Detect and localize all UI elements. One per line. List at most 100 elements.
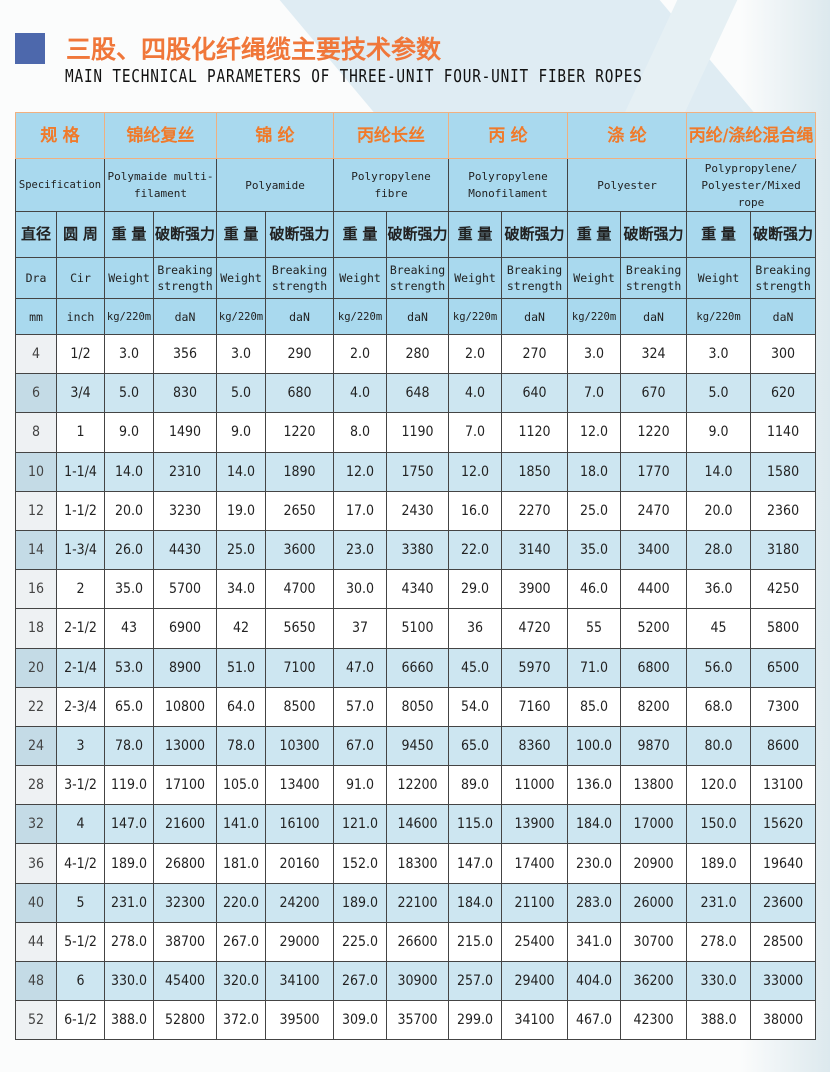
breaking-strength-cell: 32300 — [153, 882, 218, 923]
breaking-strength-cell: 1890 — [265, 451, 335, 492]
weight-cell: 35.0 — [104, 569, 155, 610]
weight-cell: 17.0 — [333, 490, 388, 531]
weight-cell: 372.0 — [216, 1000, 267, 1041]
weight-unit: kg/220m — [567, 298, 622, 335]
breaking-strength-cell: 14600 — [386, 804, 450, 845]
diameter-cell: 32 — [15, 804, 57, 845]
breaking-strength-cell: 8500 — [265, 686, 335, 727]
weight-cell: 189.0 — [333, 882, 388, 923]
breaking-strength-cell: 2650 — [265, 490, 335, 531]
spec-header-cn: 规 格 — [14, 112, 106, 159]
weight-cell: 231.0 — [104, 882, 155, 923]
table-row: 22 2-3/4 65.0 10800 64.0 8500 57.0 8050 54.0 7160… — [15, 686, 817, 727]
breaking-strength-cell: 8600 — [750, 725, 817, 767]
breaking-strength-cell: 34100 — [501, 1000, 569, 1041]
weight-cell: 189.0 — [104, 843, 155, 884]
weight-cell: 36.0 — [686, 569, 752, 610]
weight-cell: 30.0 — [333, 569, 388, 610]
breaking-strength-cell: 17000 — [620, 804, 688, 845]
weight-cell: 14.0 — [216, 451, 267, 492]
diameter-cell: 24 — [15, 725, 57, 767]
diameter-cell: 8 — [15, 412, 57, 453]
weight-header-en: Weight — [567, 257, 622, 299]
breaking-strength-cell: 22100 — [386, 882, 450, 923]
breaking-strength-cell: 270 — [501, 333, 569, 375]
breaking-strength-cell: 6660 — [386, 647, 450, 688]
breaking-strength-cell: 19640 — [750, 843, 817, 884]
weight-cell: 7.0 — [567, 373, 622, 414]
page-title-english: MAIN TECHNICAL PARAMETERS OF THREE-UNIT … — [65, 66, 643, 87]
breaking-strength-unit: daN — [501, 298, 569, 335]
diameter-cell: 40 — [15, 882, 57, 923]
weight-cell: 152.0 — [333, 843, 388, 884]
weight-cell: 278.0 — [686, 921, 752, 963]
weight-cell: 47.0 — [333, 647, 388, 688]
table-row: 48 6 330.0 45400 320.0 34100 267.0 30900 257.0 29… — [15, 960, 817, 1002]
breaking-strength-cell: 17400 — [501, 843, 569, 884]
breaking-strength-cell: 13100 — [750, 765, 817, 806]
breaking-strength-cell: 9450 — [386, 725, 450, 767]
weight-cell: 120.0 — [686, 765, 752, 806]
weight-cell: 65.0 — [104, 686, 155, 727]
breaking-strength-cell: 38700 — [153, 921, 218, 963]
weight-header-en: Weight — [686, 257, 752, 299]
breaking-strength-cell: 4340 — [386, 569, 450, 610]
breaking-strength-unit: daN — [750, 298, 817, 335]
circumference-cell: 1-1/4 — [55, 451, 106, 492]
weight-header-cn: 重 量 — [216, 211, 267, 258]
weight-cell: 65.0 — [448, 725, 503, 767]
diameter-header-cn: 直径 — [15, 211, 57, 258]
weight-cell: 147.0 — [448, 843, 503, 884]
material-header-cn: 丙 纶 — [448, 112, 569, 159]
breaking-strength-cell: 23600 — [750, 882, 817, 923]
weight-cell: 320.0 — [216, 960, 267, 1002]
diameter-cell: 18 — [15, 608, 57, 649]
weight-cell: 55 — [567, 608, 622, 649]
circumference-cell: 2-1/4 — [55, 647, 106, 688]
weight-cell: 230.0 — [567, 843, 622, 884]
weight-cell: 14.0 — [686, 451, 752, 492]
diameter-header-en: Dra — [15, 257, 57, 299]
weight-cell: 19.0 — [216, 490, 267, 531]
breaking-strength-cell: 4430 — [153, 529, 218, 571]
weight-cell: 78.0 — [104, 725, 155, 767]
breaking-strength-cell: 1120 — [501, 412, 569, 453]
diameter-cell: 14 — [15, 529, 57, 571]
rope-parameters-table: 规 格 锦纶复丝锦 纶丙纶长丝丙 纶涤 纶丙纶/涤纶混合绳 Specificat… — [14, 112, 817, 1041]
table-row: 52 6-1/2 388.0 52800 372.0 39500 309.0 35700 299… — [15, 1000, 817, 1041]
weight-header-cn: 重 量 — [104, 211, 155, 258]
breaking-strength-cell: 13400 — [265, 765, 335, 806]
breaking-strength-cell: 2430 — [386, 490, 450, 531]
breaking-strength-cell: 5650 — [265, 608, 335, 649]
weight-unit: kg/220m — [104, 298, 155, 335]
weight-cell: 29.0 — [448, 569, 503, 610]
breaking-strength-cell: 24200 — [265, 882, 335, 923]
breaking-strength-header-en: Breaking strength — [620, 257, 688, 299]
weight-cell: 184.0 — [448, 882, 503, 923]
breaking-strength-cell: 3230 — [153, 490, 218, 531]
diameter-cell: 12 — [15, 490, 57, 531]
circumference-cell: 3 — [55, 725, 106, 767]
breaking-strength-header-cn: 破断强力 — [386, 211, 450, 258]
weight-cell: 8.0 — [333, 412, 388, 453]
breaking-strength-cell: 5800 — [750, 608, 817, 649]
title-marker-square — [15, 33, 45, 64]
weight-cell: 43 — [104, 608, 155, 649]
breaking-strength-cell: 26000 — [620, 882, 688, 923]
circumference-unit: inch — [55, 298, 106, 335]
weight-cell: 85.0 — [567, 686, 622, 727]
weight-cell: 22.0 — [448, 529, 503, 571]
weight-cell: 5.0 — [104, 373, 155, 414]
diameter-cell: 48 — [15, 960, 57, 1002]
breaking-strength-unit: daN — [153, 298, 218, 335]
breaking-strength-cell: 2270 — [501, 490, 569, 531]
weight-cell: 71.0 — [567, 647, 622, 688]
breaking-strength-header-en: Breaking strength — [501, 257, 569, 299]
circumference-cell: 6 — [55, 960, 106, 1002]
weight-unit: kg/220m — [333, 298, 388, 335]
circumference-cell: 4-1/2 — [55, 843, 106, 884]
weight-cell: 136.0 — [567, 765, 622, 806]
weight-cell: 18.0 — [567, 451, 622, 492]
breaking-strength-cell: 17100 — [153, 765, 218, 806]
breaking-strength-cell: 30700 — [620, 921, 688, 963]
